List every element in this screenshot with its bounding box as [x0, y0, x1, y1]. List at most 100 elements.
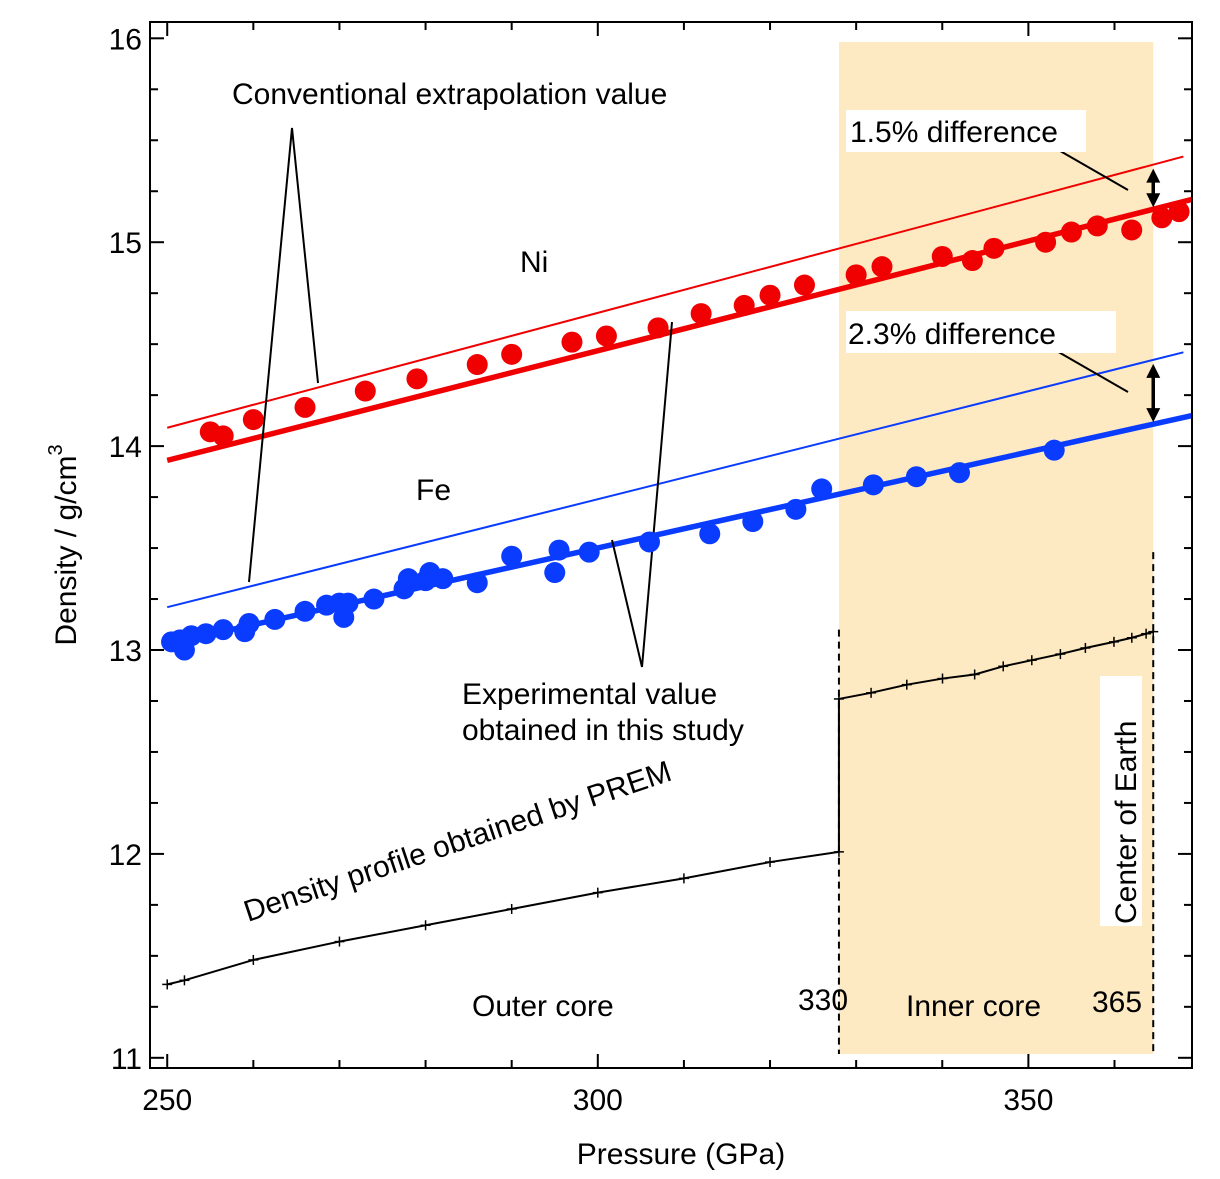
ni-difference-arrow — [1146, 168, 1161, 208]
prem-tick-mark — [592, 887, 603, 898]
prem-tick-mark — [765, 857, 776, 868]
ni-data-point — [466, 354, 488, 376]
fe-data-point — [862, 474, 884, 496]
ni-diff-label: 1.5% difference — [850, 116, 1058, 149]
fe-data-point — [264, 608, 286, 630]
fe-data-point — [811, 478, 833, 500]
ni-data-point — [1151, 207, 1173, 229]
ni-data-point — [1121, 219, 1143, 241]
ni-series-label: Ni — [520, 246, 548, 279]
fe-data-point — [212, 619, 234, 641]
ni-data-point — [406, 368, 428, 390]
prem-tick-mark — [248, 954, 259, 965]
prem-tick-mark — [678, 873, 689, 884]
ni-fit-line — [166, 196, 1193, 464]
fe-data-point — [501, 545, 523, 567]
fe-data-point — [238, 613, 260, 635]
fe-data-point — [905, 466, 927, 488]
y-tick-label: 14 — [109, 431, 142, 464]
ni-conventional-line — [166, 155, 1184, 429]
fe-data-point — [544, 562, 566, 584]
ni-data-point — [983, 237, 1005, 259]
ni-data-point — [961, 250, 983, 272]
fe-data-point — [948, 462, 970, 484]
x-tick-label: 250 — [142, 1084, 192, 1117]
y-axis-title-main: Density / g/cm — [50, 456, 83, 646]
prem-tick-mark — [420, 920, 431, 931]
fe-data-point — [548, 539, 570, 561]
fe-data-point — [742, 511, 764, 533]
prem-label: Density profile obtained by PREM — [240, 755, 676, 929]
prem-tick-mark — [179, 975, 190, 986]
fe-data-point — [785, 498, 807, 520]
ni-data-point — [1060, 221, 1082, 243]
ni-data-point — [294, 396, 316, 418]
outer-core-label: Outer core — [472, 990, 614, 1023]
center-label-bg — [1100, 676, 1142, 926]
ni-data-point — [1086, 215, 1108, 237]
y-axis-title: Density / g/cm3 — [45, 444, 83, 645]
prem-tick-mark — [1080, 642, 1091, 653]
ni-data-point — [501, 343, 523, 365]
prem-tick-mark — [162, 979, 173, 990]
fe-conventional-line — [166, 351, 1184, 609]
x-tick-label: 350 — [1003, 1084, 1053, 1117]
prem-tick-mark — [1026, 655, 1037, 666]
experimental-label-line1: Experimental value — [462, 678, 717, 711]
fe-data-point — [195, 623, 217, 645]
fe-series-label: Fe — [416, 474, 451, 507]
y-tick-label: 16 — [109, 23, 142, 56]
ni-data-point — [595, 325, 617, 347]
fe-diff-label: 2.3% difference — [848, 318, 1056, 351]
ni-diff-pointer — [1054, 147, 1129, 191]
ni-data-point — [871, 256, 893, 278]
ni-data-point — [242, 409, 264, 431]
prem-tick-mark — [1126, 632, 1137, 643]
fe-diff-pointer — [1054, 349, 1129, 393]
fe-data-point — [432, 568, 454, 590]
fe-difference-arrow — [1146, 363, 1161, 423]
y-axis-title-sup: 3 — [45, 444, 67, 455]
ni-data-point — [690, 303, 712, 325]
experimental-label-line2: obtained in this study — [462, 714, 744, 747]
ni-data-point — [354, 380, 376, 402]
inner-core-label: Inner core — [906, 990, 1041, 1023]
fe-data-point — [337, 592, 359, 614]
ni-data-point — [733, 294, 755, 316]
prem-tick-mark — [998, 661, 1009, 672]
leader-line — [248, 127, 319, 583]
fe-diff-label-bg — [846, 311, 1116, 353]
ni-data-point — [793, 274, 815, 296]
y-tick-label: 13 — [109, 635, 142, 668]
fe-data-point — [638, 531, 660, 553]
plot-frame — [149, 21, 1193, 1069]
x-tick-label: 300 — [573, 1084, 623, 1117]
annotation-leader-lines — [248, 127, 1161, 668]
y-tick-label: 15 — [109, 227, 142, 260]
ni-data-point — [1168, 201, 1190, 223]
fe-data-point — [363, 588, 385, 610]
prem-tick-mark — [1108, 636, 1119, 647]
prem-tick-mark — [1141, 628, 1152, 639]
prem-tick-mark — [901, 679, 912, 690]
conventional-label: Conventional extrapolation value — [232, 78, 667, 111]
prem-outer-core-line — [166, 850, 840, 986]
leader-line — [641, 321, 673, 668]
ni-data-point — [212, 425, 234, 447]
fe-data-point — [699, 523, 721, 545]
fe-data-point — [466, 572, 488, 594]
ni-data-point — [845, 264, 867, 286]
axis-ticks — [150, 22, 1192, 1068]
boundary-330-label: 330 — [798, 984, 848, 1017]
ni-data-point — [647, 317, 669, 339]
center-of-earth-label: Center of Earth — [1110, 721, 1143, 924]
ni-data-point — [1035, 231, 1057, 253]
prem-tick-mark — [969, 669, 980, 680]
ni-data-point — [759, 284, 781, 306]
ni-diff-label-bg — [846, 110, 1086, 152]
y-tick-label: 12 — [109, 839, 142, 872]
fe-data-point — [294, 600, 316, 622]
prem-tick-mark — [334, 936, 345, 947]
boundary-365-label: 365 — [1092, 986, 1142, 1019]
ni-data-point — [931, 245, 953, 267]
